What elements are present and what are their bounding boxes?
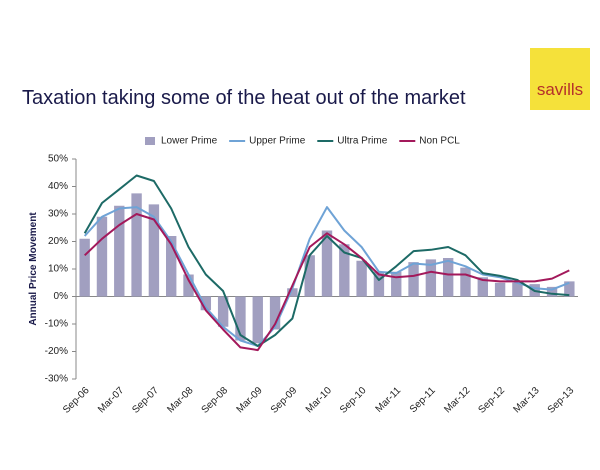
x-tick-label: Sep-09 [269,385,300,416]
legend-label: Upper Prime [249,136,306,147]
bar [425,259,437,297]
logo: savills [537,80,583,99]
x-tick-label: Mar-12 [442,385,472,415]
y-tick-label: 20% [48,236,68,247]
bar [235,296,246,341]
x-tick-label: Sep-08 [200,385,231,416]
x-tick-label: Sep-06 [61,385,92,416]
y-tick-label: 30% [48,209,68,220]
bar [408,262,419,297]
x-tick-label: Sep-10 [338,385,369,416]
x-tick-label: Sep-11 [408,385,438,415]
bar [183,274,194,297]
bar [321,230,333,297]
bar [339,244,350,297]
bar [373,271,385,297]
bar [79,238,90,297]
logo-box [530,48,590,110]
x-tick-label: Mar-11 [374,385,404,415]
legend-label: Non PCL [419,136,460,147]
bar [442,258,454,297]
bar [304,255,315,297]
bar [217,296,229,327]
bar [200,296,212,311]
line [83,174,570,347]
x-tick-label: Mar-07 [96,385,126,415]
x-tick-label: Mar-10 [304,385,334,415]
x-tick-label: Mar-13 [512,385,542,415]
bar [114,205,125,297]
bar [96,216,108,297]
x-tick-label: Mar-08 [165,385,195,415]
chart-title: Taxation taking some of the heat out of … [22,87,466,109]
bar [166,236,177,297]
bar [131,193,142,297]
y-tick-label: -20% [45,346,68,357]
bar [391,271,402,297]
line [83,206,570,347]
y-tick-label: -10% [45,319,68,330]
y-tick-label: 10% [48,264,68,275]
x-tick-label: Sep-07 [130,385,161,416]
bar [512,282,523,297]
bar [494,282,506,297]
bar [356,260,367,297]
bar [460,267,471,297]
y-tick-label: 40% [48,181,68,192]
legend-label: Lower Prime [161,136,218,147]
y-tick-label: 0% [54,291,69,302]
y-axis-title: Annual Price Movement [28,212,39,326]
bar [252,296,263,344]
bar [546,286,558,297]
bar [564,281,575,297]
bar [477,277,488,297]
y-tick-label: -30% [45,374,68,385]
y-tick-label: 50% [48,154,68,165]
legend-swatch [145,137,155,145]
x-tick-label: Sep-13 [546,385,577,416]
legend-label: Ultra Prime [337,136,387,147]
bar [287,288,298,297]
x-tick-label: Sep-12 [477,385,508,416]
bar [148,204,160,297]
x-tick-label: Mar-09 [235,385,265,415]
bar [269,296,281,330]
line [84,213,570,352]
